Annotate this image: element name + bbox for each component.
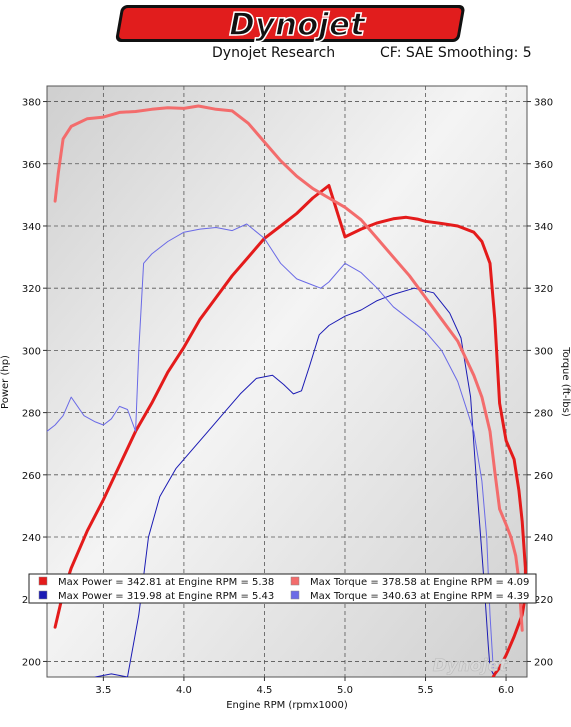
dynojet-logo: Dynojet	[115, 5, 465, 44]
x-tick-label: 4.0	[176, 685, 192, 696]
legend-swatch	[38, 576, 48, 586]
y-tick-label-left: 300	[22, 346, 41, 357]
y-tick-label-right: 220	[534, 595, 553, 606]
series-line-2	[94, 287, 494, 677]
legend-entry: Max Torque = 340.63 at Engine RPM = 4.39	[310, 591, 529, 602]
legend-box	[28, 573, 537, 604]
y-tick-label-right: 200	[534, 657, 553, 668]
chart-subtitle: Dynojet Research	[212, 45, 336, 61]
y-tick-label-left: 360	[22, 160, 41, 171]
x-axis-label: Engine RPM (rpmx1000)	[226, 700, 348, 711]
y-tick-label-left: 260	[22, 471, 41, 482]
legend-swatch	[38, 590, 48, 600]
y-tick-label-right: 280	[534, 409, 553, 420]
legend-entry: Max Torque = 378.58 at Engine RPM = 4.09	[310, 577, 529, 588]
y-tick-label-left: 200	[22, 657, 41, 668]
series-line-4	[47, 223, 494, 669]
legend-entry: Max Power = 319.98 at Engine RPM = 5.43	[58, 591, 274, 602]
legend: Max Power = 342.81 at Engine RPM = 5.38 M…	[28, 573, 537, 604]
watermark-logo: Dynojet	[433, 656, 508, 676]
series-line-3	[53, 104, 524, 632]
y-axis-label-left: Power (hp)	[0, 355, 11, 409]
x-tick-label: 5.0	[337, 685, 353, 696]
y-tick-label-right: 340	[534, 222, 553, 233]
x-tick-label: 6.0	[498, 685, 514, 696]
series-line-1	[53, 184, 527, 677]
legend-swatch	[290, 576, 300, 586]
y-tick-label-right: 260	[534, 471, 553, 482]
logo-text: Dynojet	[229, 7, 366, 43]
x-tick-label: 4.5	[256, 685, 272, 696]
y-tick-label-right: 360	[534, 160, 553, 171]
y-tick-label-right: 380	[534, 98, 553, 109]
y-axis-label-right: Torque (ft-lbs)	[560, 346, 571, 417]
y-tick-label-left: 380	[22, 98, 41, 109]
y-tick-label-left: 280	[22, 409, 41, 420]
grid	[47, 86, 527, 677]
series-group	[47, 104, 527, 677]
y-tick-label-left: 320	[22, 284, 41, 295]
chart-header: Dynojet Dynojet Research CF: SAE Smoothi…	[0, 0, 571, 70]
y-tick-label-right: 300	[534, 346, 553, 357]
y-tick-label-left: 240	[22, 533, 41, 544]
correction-settings: CF: SAE Smoothing: 5	[380, 45, 532, 61]
x-tick-label: 3.5	[95, 685, 111, 696]
y-tick-label-right: 240	[534, 533, 553, 544]
y-tick-label-right: 320	[534, 284, 553, 295]
x-axis: 3.5 4.0 4.5 5.0 5.5 6.0	[95, 677, 514, 696]
x-tick-label: 5.5	[418, 685, 434, 696]
legend-swatch	[290, 590, 300, 600]
legend-entry: Max Power = 342.81 at Engine RPM = 5.38	[58, 577, 274, 588]
y-tick-label-left: 340	[22, 222, 41, 233]
